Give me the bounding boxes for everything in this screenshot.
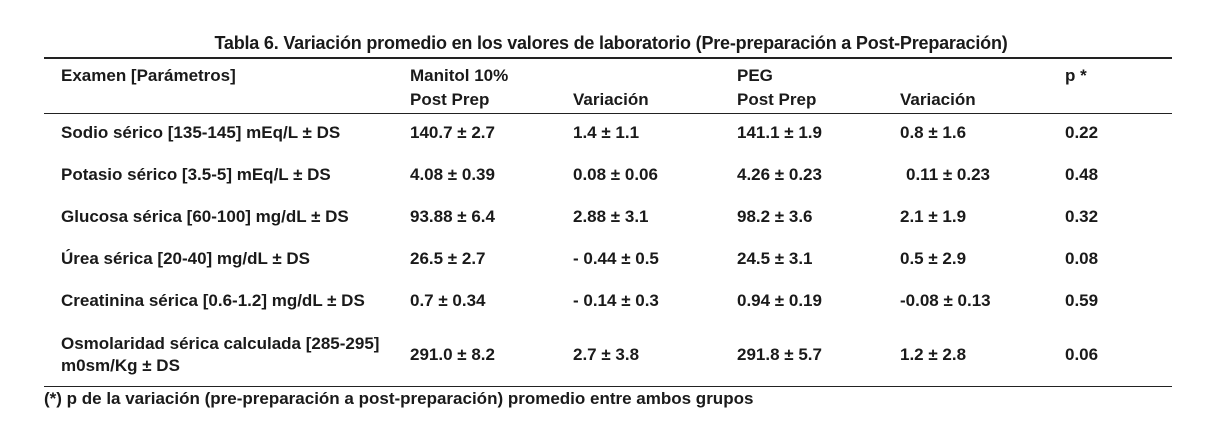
- row-manitol-var: - 0.14 ± 0.3: [573, 291, 659, 310]
- row-manitol-post: 93.88 ± 6.4: [410, 207, 495, 226]
- header-peg-var: Variación: [900, 90, 976, 109]
- row-exam: Sodio sérico [135-145] mEq/L ± DS: [61, 123, 341, 142]
- row-peg-post: 24.5 ± 3.1: [737, 249, 813, 268]
- row-peg-var: 1.2 ± 2.8: [900, 345, 967, 364]
- row-manitol-var: 0.08 ± 0.06: [573, 165, 658, 184]
- header-rule: [44, 113, 1172, 114]
- row-manitol-var: - 0.44 ± 0.5: [573, 249, 659, 268]
- header-manitol-post: Post Prep: [410, 90, 490, 109]
- row-manitol-post: 291.0 ± 8.2: [410, 345, 495, 364]
- row-exam: Glucosa sérica [60-100] mg/dL ± DS: [61, 207, 349, 226]
- header-exam: Examen [Parámetros]: [61, 66, 236, 85]
- header-group-manitol: Manitol 10%: [410, 66, 509, 85]
- header-manitol-var: Variación: [573, 90, 649, 109]
- row-peg-var: 2.1 ± 1.9: [900, 207, 967, 226]
- row-exam: Creatinina sérica [0.6-1.2] mg/dL ± DS: [61, 291, 365, 310]
- header-group-peg: PEG: [737, 66, 773, 85]
- row-manitol-var: 2.7 ± 3.8: [573, 345, 640, 364]
- row-peg-var: 0.8 ± 1.6: [900, 123, 967, 142]
- row-peg-post: 141.1 ± 1.9: [737, 123, 822, 142]
- table-title: Tabla 6. Variación promedio en los valor…: [214, 33, 1008, 53]
- row-exam: Úrea sérica [20-40] mg/dL ± DS: [61, 249, 311, 268]
- row-peg-post: 291.8 ± 5.7: [737, 345, 822, 364]
- row-manitol-var: 2.88 ± 3.1: [573, 207, 649, 226]
- bottom-rule: [44, 386, 1172, 387]
- row-p: 0.32: [1065, 207, 1099, 226]
- row-manitol-var: 1.4 ± 1.1: [573, 123, 640, 142]
- row-peg-var: -0.08 ± 0.13: [900, 291, 991, 310]
- row-exam: Osmolaridad sérica calculada [285-295] m…: [61, 334, 380, 375]
- row-p: 0.59: [1065, 291, 1099, 310]
- row-p: 0.22: [1065, 123, 1099, 142]
- row-peg-post: 4.26 ± 0.23: [737, 165, 822, 184]
- row-peg-post: 98.2 ± 3.6: [737, 207, 813, 226]
- row-p: 0.06: [1065, 345, 1099, 364]
- top-rule: [44, 57, 1172, 59]
- row-manitol-post: 0.7 ± 0.34: [410, 291, 486, 310]
- row-peg-var: 0.11 ± 0.23: [906, 165, 991, 184]
- row-peg-var: 0.5 ± 2.9: [900, 249, 967, 268]
- header-peg-post: Post Prep: [737, 90, 817, 109]
- row-manitol-post: 4.08 ± 0.39: [410, 165, 495, 184]
- row-p: 0.48: [1065, 165, 1099, 184]
- row-peg-post: 0.94 ± 0.19: [737, 291, 822, 310]
- footnote: (*) p de la variación (pre-preparación a…: [44, 389, 754, 408]
- row-p: 0.08: [1065, 249, 1099, 268]
- row-exam: Potasio sérico [3.5-5] mEq/L ± DS: [61, 165, 331, 184]
- header-p: p *: [1065, 66, 1087, 85]
- row-manitol-post: 26.5 ± 2.7: [410, 249, 486, 268]
- row-manitol-post: 140.7 ± 2.7: [410, 123, 495, 142]
